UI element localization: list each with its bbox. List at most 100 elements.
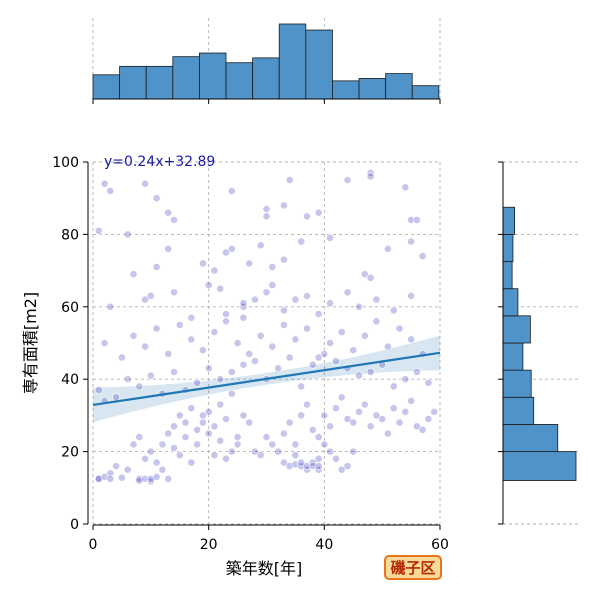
scatter-point xyxy=(303,324,311,333)
scatter-point xyxy=(216,400,225,409)
scatter-point xyxy=(337,393,346,402)
scatter-point xyxy=(170,422,178,431)
scatter-point xyxy=(383,342,392,351)
scatter-point xyxy=(164,208,173,217)
scatter-point xyxy=(331,357,340,365)
scatter-point xyxy=(407,396,415,405)
scatter-point xyxy=(256,241,265,250)
scatter-point xyxy=(314,208,323,217)
scatter-point xyxy=(274,364,282,373)
scatter-point xyxy=(170,368,178,376)
scatter-point xyxy=(141,295,149,304)
scatter-point xyxy=(198,418,207,427)
scatter-point xyxy=(187,335,196,344)
scatter-point xyxy=(366,368,375,376)
axes xyxy=(87,98,504,526)
x-hist-bar xyxy=(305,29,333,100)
scatter-point xyxy=(210,451,219,460)
scatter-point xyxy=(303,462,311,470)
scatter-point xyxy=(106,302,115,311)
scatter-point xyxy=(412,368,421,376)
scatter-point xyxy=(407,291,415,300)
scatter-point xyxy=(343,176,352,184)
scatter-point xyxy=(187,404,196,413)
scatter-point xyxy=(152,458,161,467)
scatter-point xyxy=(100,179,109,188)
x-hist-bar xyxy=(225,62,254,100)
scatter-point xyxy=(355,407,363,416)
scatter-point xyxy=(366,172,375,181)
x-hist-bar xyxy=(385,73,413,100)
scatter-point xyxy=(303,400,311,409)
scatter-point xyxy=(164,474,173,483)
scatter-point xyxy=(395,418,404,427)
scatter-point xyxy=(326,339,334,347)
scatter-point xyxy=(227,368,236,376)
scatter-point xyxy=(129,440,138,449)
scatter-point xyxy=(141,179,149,188)
scatter-point xyxy=(430,407,439,416)
scatter-point xyxy=(291,440,300,449)
scatter-point xyxy=(285,462,294,470)
x-hist-bar xyxy=(252,57,280,100)
x-tick-label: 0 xyxy=(89,537,98,553)
scatter-point xyxy=(100,472,109,481)
scatter-point xyxy=(360,400,369,409)
scatter-point xyxy=(395,324,404,333)
scatter-point xyxy=(204,364,213,373)
scatter-point xyxy=(349,418,358,427)
scatter-point xyxy=(106,187,115,195)
y-hist-bar xyxy=(502,206,516,235)
scatter-point xyxy=(343,288,352,297)
scatter-point xyxy=(193,378,201,387)
scatter-point xyxy=(326,422,334,431)
scatter-point xyxy=(135,382,144,391)
scatter-point xyxy=(303,212,311,221)
scatter-point xyxy=(245,418,254,427)
scatter-point xyxy=(181,418,190,427)
scatter-point xyxy=(146,477,155,486)
scatter-point xyxy=(245,259,254,268)
scatter-point xyxy=(314,433,323,441)
scatter-point xyxy=(285,176,294,184)
scatter-point xyxy=(227,389,236,398)
scatter-point xyxy=(187,458,196,467)
scatter-point xyxy=(268,263,277,271)
scatter-point xyxy=(303,291,311,300)
y-hist-bar xyxy=(502,424,559,453)
scatter-point xyxy=(360,270,369,279)
scatter-point xyxy=(366,422,375,431)
scatter-point xyxy=(279,255,288,264)
y-hist-bar xyxy=(502,261,513,290)
y-hist-bar xyxy=(502,315,531,344)
x-hist-bar xyxy=(145,65,174,100)
x-hist-bar xyxy=(199,52,227,100)
scatter-point xyxy=(274,447,282,456)
scatter-point xyxy=(279,320,288,329)
scatter-point xyxy=(424,378,433,387)
scatter-point xyxy=(193,440,201,449)
scatter-point xyxy=(389,404,398,413)
scatter-point xyxy=(314,310,323,318)
scatter-point xyxy=(314,462,323,470)
scatter-point xyxy=(204,407,213,416)
scatter-point xyxy=(135,433,144,441)
scatter-point xyxy=(279,306,288,315)
scatter-point xyxy=(146,447,155,456)
scatter-point xyxy=(279,429,288,438)
scatter-point xyxy=(331,454,340,463)
y-hist-bar xyxy=(502,233,514,262)
scatter-point xyxy=(343,415,352,423)
scatter-point xyxy=(239,411,248,420)
scatter-point xyxy=(181,433,190,441)
scatter-point xyxy=(210,328,219,336)
scatter-point xyxy=(314,454,323,463)
scatter-point xyxy=(372,411,381,420)
scatter-point xyxy=(383,429,392,438)
scatter-point xyxy=(170,444,178,452)
scatter-point xyxy=(268,281,277,289)
scatter-point xyxy=(343,462,352,470)
y-hist-bar xyxy=(502,342,524,371)
scatter-point xyxy=(152,194,161,203)
